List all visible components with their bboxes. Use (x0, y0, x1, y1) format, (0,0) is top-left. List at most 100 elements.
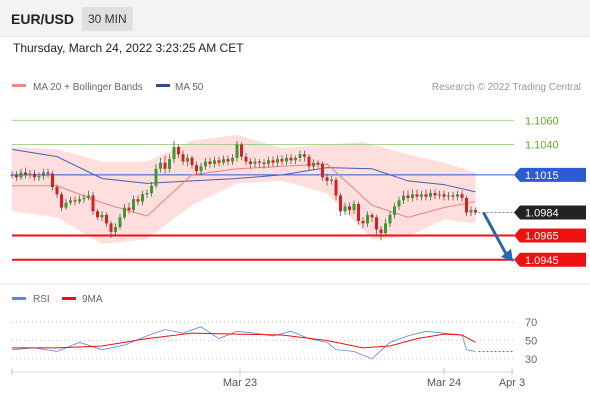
candle-body (370, 214, 374, 218)
candle-body (73, 200, 77, 202)
candle-body (420, 194, 423, 197)
candle-body (312, 162, 315, 167)
candle-body (46, 172, 50, 174)
candle-body (451, 195, 455, 197)
candle-body (244, 156, 248, 162)
forecast-arrow-head (501, 248, 513, 262)
candle-body (361, 220, 365, 224)
candle-body (69, 200, 72, 203)
candle-body (222, 159, 225, 163)
candle-body (132, 199, 135, 211)
candle-body (388, 214, 392, 224)
candle-body (249, 161, 252, 164)
candle-body (159, 162, 162, 169)
symbol-label: EUR/USD (11, 11, 75, 27)
candle-body (240, 144, 243, 157)
candle-body (199, 166, 203, 172)
candle-body (150, 185, 153, 194)
forecast-arrow-shaft (482, 211, 508, 255)
candle-body (37, 176, 41, 178)
rsi-ma-line (12, 332, 476, 349)
candle-body (19, 172, 23, 178)
candle-body (114, 227, 117, 232)
candle-body (177, 146, 180, 155)
candle-body (28, 173, 32, 175)
candle-body (343, 206, 347, 212)
candle-body (456, 194, 459, 197)
rsi-ma-legend-label: 9MA (82, 294, 103, 305)
candle-body (190, 157, 194, 166)
header-bar: EUR/USD 30 MIN (0, 0, 590, 37)
candle-body (145, 193, 149, 195)
x-axis: Mar 23 Mar 24 Apr 3 (11, 368, 525, 389)
candle-body (438, 194, 441, 196)
x-tick-label: Mar 24 (427, 377, 461, 389)
candle-body (78, 199, 81, 202)
rsi-line (11, 326, 476, 360)
x-tick-label: Mar 23 (223, 377, 257, 389)
candle-body (60, 194, 63, 208)
candle-body (393, 206, 396, 215)
rsi-tick-label: 70 (525, 317, 537, 329)
candle-body (109, 223, 113, 232)
candle-body (424, 194, 428, 197)
candle-body (415, 194, 419, 197)
level-label: 1.1015 (525, 170, 559, 182)
candle-body (375, 217, 378, 230)
candle-body (379, 229, 383, 234)
candle-body (195, 165, 198, 172)
candle-body (91, 195, 95, 212)
candle-body (87, 195, 90, 198)
level-label: 1.0984 (525, 207, 559, 219)
level-lines (12, 119, 514, 261)
level-label: 1.0965 (525, 231, 559, 243)
level-label-box (514, 205, 586, 220)
candle-body (276, 159, 279, 163)
candle-body (127, 207, 131, 211)
timeframe-button[interactable]: 30 MIN (82, 7, 133, 31)
candle-body (262, 162, 266, 164)
candle-body (141, 194, 144, 202)
ma50-legend-swatch (156, 84, 170, 87)
candle-body (366, 214, 369, 224)
candle-body (181, 154, 185, 162)
level-label: 1.1040 (525, 140, 559, 152)
candle-body (231, 157, 234, 162)
bollinger-band (12, 134, 476, 245)
candle-body (10, 174, 14, 177)
candle-body (82, 197, 86, 200)
level-labels: 1.1060 1.1040 1.1015 1.0984 1.0965 1.0945 (514, 115, 586, 267)
candle-body (55, 187, 59, 195)
level-label-box (514, 252, 586, 267)
candle-body (226, 159, 230, 162)
candle-body (186, 157, 189, 162)
copyright-text: Research © 2022 Trading Central (432, 82, 581, 93)
candle-body (411, 194, 414, 198)
candle-body (154, 168, 158, 186)
candle-body (402, 195, 405, 201)
x-tick-label: Apr 3 (499, 377, 525, 389)
candle-body (253, 161, 257, 164)
candle-body (271, 160, 275, 163)
rsi-legend-label: RSI (33, 294, 50, 305)
candle-body (258, 161, 261, 163)
candle-body (442, 194, 446, 197)
level-label-box (514, 228, 586, 243)
candle-body (298, 154, 302, 158)
candle-body (352, 203, 356, 211)
candle-body (397, 200, 401, 207)
candle-body (118, 217, 122, 228)
candle-body (357, 203, 360, 221)
candle-body (429, 193, 432, 197)
candle-body (24, 172, 27, 175)
candle-body (465, 197, 468, 213)
candle-body (348, 206, 351, 211)
candle-body (307, 156, 311, 167)
candle-body (105, 214, 108, 224)
candle-body (204, 161, 207, 167)
bollinger-area (12, 134, 476, 245)
rsi-ma-legend-swatch (62, 297, 76, 300)
level-label: 1.1060 (525, 115, 559, 127)
rsi-panel: 70 50 30 (11, 317, 537, 366)
